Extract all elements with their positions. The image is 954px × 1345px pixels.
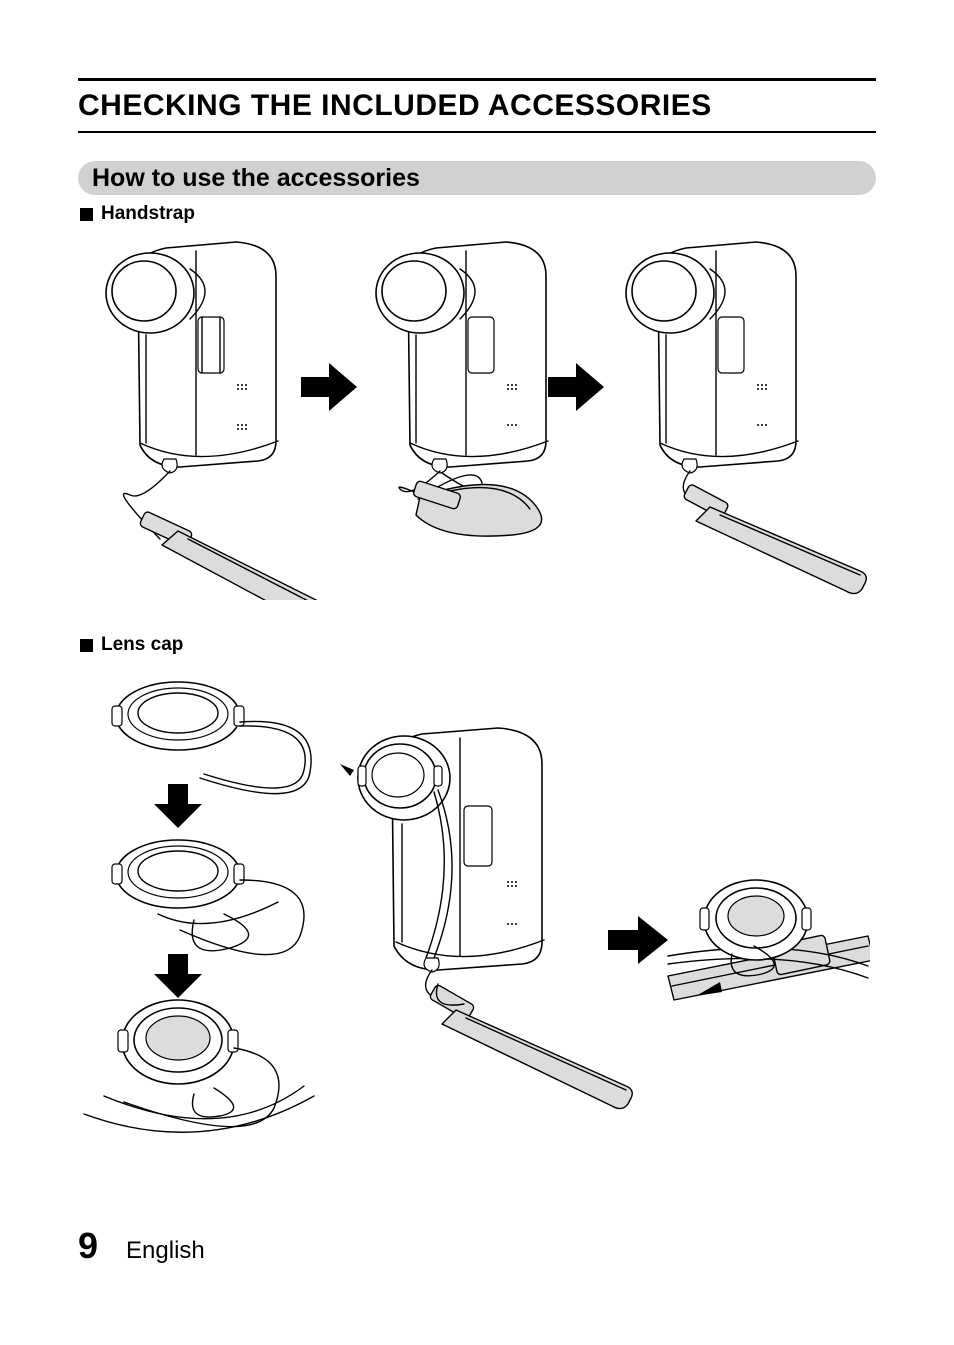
page-title: CHECKING THE INCLUDED ACCESSORIES <box>78 89 876 123</box>
lenscap-label: Lens cap <box>101 634 183 656</box>
arrow-right-icon <box>608 916 668 964</box>
page-footer: 9 English <box>78 1225 205 1267</box>
arrow-right-icon <box>301 363 357 411</box>
lenscap-diagram <box>78 666 876 1136</box>
square-bullet-icon <box>80 639 93 652</box>
bullet-handstrap: Handstrap <box>80 203 876 225</box>
arrow-down-icon <box>154 784 202 828</box>
rule-bottom <box>78 131 876 133</box>
square-bullet-icon <box>80 208 93 221</box>
bullet-lenscap: Lens cap <box>80 634 876 656</box>
section-title: How to use the accessories <box>92 164 420 193</box>
rule-top <box>78 78 876 81</box>
arrow-down-icon <box>154 954 202 998</box>
page-language: English <box>126 1237 205 1265</box>
arrow-right-icon <box>548 363 604 411</box>
handstrap-diagram <box>78 235 876 600</box>
arrow-right-icon <box>340 764 354 776</box>
page-number: 9 <box>78 1225 98 1267</box>
manual-page: CHECKING THE INCLUDED ACCESSORIES How to… <box>0 0 954 1345</box>
section-header: How to use the accessories <box>78 161 876 195</box>
handstrap-label: Handstrap <box>101 203 195 225</box>
